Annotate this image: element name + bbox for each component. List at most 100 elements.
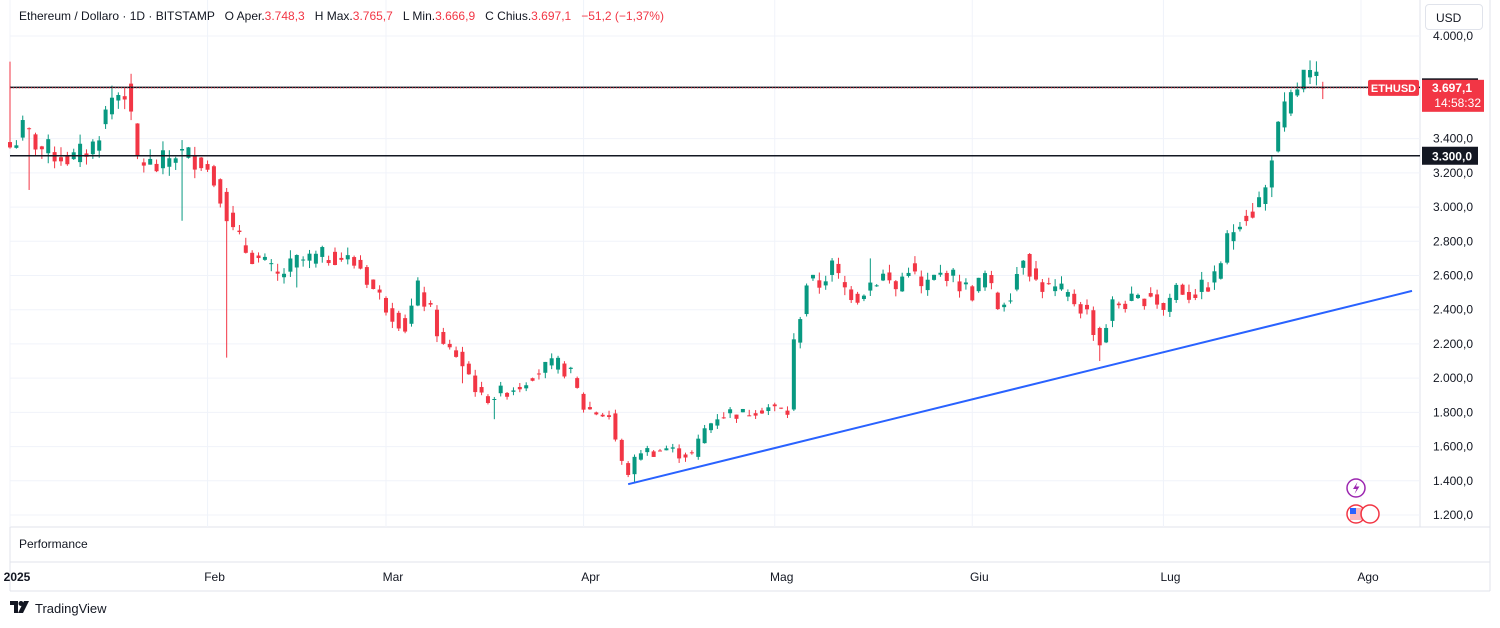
candle [791,333,796,412]
candle [377,285,382,300]
currency-button[interactable]: USD [1425,4,1483,30]
candle [345,247,350,265]
candle-body [288,258,293,272]
candle-body [473,375,478,393]
candle-body [65,155,70,165]
x-tick-label: Lug [1160,570,1180,584]
y-axis[interactable]: 4.000,0 3.400,0 3.200,0 3.000,0 2.800,0 2.600… [1433,29,1473,522]
trendline-layer[interactable] [627,289,1413,486]
candle [626,461,631,478]
candle-body [1301,69,1306,90]
candle-body [320,247,325,257]
y-tick-label: 2.400,0 [1433,303,1473,317]
candle-body [262,256,267,260]
candle-body [957,281,962,292]
candle-body [810,274,815,279]
candle [1091,306,1096,341]
candle-body [944,272,949,281]
candle [14,140,19,149]
candle-body [1065,292,1070,297]
candle [511,387,516,396]
symbol-header[interactable]: Ethereum / Dollaro · 1D · BITSTAMP O Ape… [19,9,664,23]
candle [1301,69,1306,93]
candle-body [428,303,433,305]
x-axis[interactable]: 2025 Feb Mar Apr Mag Giu Lug Ago [4,570,1379,584]
candle [1161,302,1166,316]
candle [568,366,573,374]
candle-body [709,423,713,431]
candle [8,61,12,149]
x-tick-label: Mar [383,570,404,584]
candle-body [575,378,580,388]
candle [1059,276,1064,291]
candle-body [638,453,643,460]
candle [1014,266,1019,292]
candle [702,424,707,444]
candle [804,283,809,317]
candle [473,369,478,397]
y-tick-label: 2.200,0 [1433,337,1473,351]
candle [1174,282,1179,303]
candle [396,310,401,331]
y-tick-label: 1.600,0 [1433,440,1473,454]
performance-label[interactable]: Performance [19,537,88,551]
candle-body [1288,92,1293,114]
high-label: H [314,9,324,23]
candle-body [1314,71,1319,76]
candle-body [173,158,178,163]
candle [1282,92,1287,132]
candle [250,250,255,265]
candle [1021,260,1026,275]
candle [594,411,599,416]
candle [951,268,956,283]
candle-body [1167,297,1172,312]
candle [103,105,108,129]
candle [231,205,236,231]
candle-body [231,212,236,228]
candle-body [1053,286,1058,292]
candle-body [613,413,618,440]
candle-body [804,285,809,315]
candle [371,279,376,290]
support-trendline[interactable] [627,289,1413,486]
candle [485,394,490,405]
candle-body [27,128,32,130]
candle [199,157,204,171]
us-flag-icon-secondary[interactable] [1360,504,1380,524]
tradingview-logo-icon [10,601,30,616]
horizontal-levels[interactable] [10,86,1420,157]
candle-body [434,309,439,337]
candle [983,270,988,291]
candle-body [1148,293,1153,297]
candle [192,146,197,179]
candle-body [683,454,688,458]
grid-vertical [9,0,1362,527]
candle [600,412,605,417]
candle-body [492,398,497,400]
candle [740,408,745,413]
candle [1231,224,1236,250]
candle [868,258,873,296]
candle [256,252,261,263]
candle-body [282,273,287,278]
candle-body [33,134,38,150]
candle-body [403,318,408,332]
candle-body [1244,215,1249,222]
candle-body [587,407,592,410]
candle-body [1199,279,1204,292]
candle-body [224,191,229,222]
candle-body [294,255,299,268]
symbol-tag-label: ETHUSD [1371,83,1416,95]
candle [333,247,338,266]
event-icons[interactable] [1346,478,1380,524]
candle-body [721,417,726,419]
candle [1263,184,1268,211]
level-price-label: 3.300,0 [1432,149,1472,163]
tradingview-brand[interactable]: TradingView [10,601,107,616]
candle [817,272,822,294]
candle [759,407,764,414]
candle-body [1320,87,1325,89]
candle [1193,288,1198,301]
candle [696,434,701,460]
